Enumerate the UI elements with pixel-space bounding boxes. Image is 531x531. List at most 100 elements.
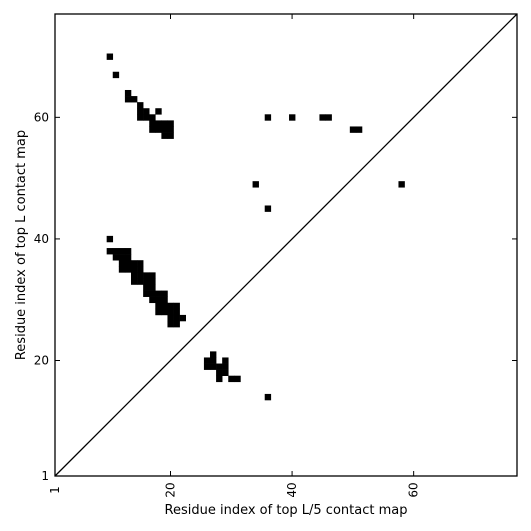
contact-cell — [112, 248, 120, 255]
contact-cell — [106, 235, 114, 243]
contact-cell — [252, 181, 259, 188]
contact-cell — [173, 314, 180, 322]
contact-cell — [155, 120, 162, 127]
contact-cell — [143, 114, 150, 121]
contact-cell — [167, 302, 174, 310]
contact-cell — [161, 302, 168, 310]
contact-cell — [222, 363, 229, 370]
y-tick-label: 40 — [34, 232, 49, 246]
contact-cell — [137, 108, 144, 115]
contact-cell — [167, 320, 174, 328]
contact-cell — [124, 260, 132, 267]
contact-cell — [112, 254, 120, 261]
contact-cell — [137, 266, 144, 273]
contact-cell — [264, 393, 272, 401]
contact-cell — [173, 308, 180, 316]
contact-cell — [222, 369, 229, 376]
contact-cell — [161, 126, 168, 133]
contact-cell — [210, 363, 217, 370]
contact-cell — [143, 108, 150, 115]
contact-cell — [155, 296, 162, 304]
contact-cell — [161, 290, 168, 297]
contact-cell — [210, 351, 217, 358]
contact-cell — [179, 314, 186, 322]
contact-cell — [149, 278, 156, 285]
contact-cell — [112, 71, 120, 79]
contact-cell — [216, 369, 223, 376]
contact-cell — [234, 375, 241, 383]
plot-frame — [54, 13, 518, 477]
y-axis-label: Residue index of top L contact map — [14, 130, 29, 360]
contact-cell — [155, 126, 162, 133]
plot-frame-layer — [54, 13, 518, 477]
contact-cell — [325, 114, 332, 121]
contact-cell — [173, 302, 180, 310]
contact-cell — [124, 254, 132, 261]
contact-cell — [143, 278, 150, 285]
contact-cell — [149, 284, 156, 291]
contact-cell — [124, 266, 132, 273]
contact-cell — [149, 272, 156, 279]
contact-cell — [137, 114, 144, 121]
contact-cell — [130, 278, 138, 285]
contact-cell — [155, 108, 162, 115]
contact-cell — [161, 120, 168, 127]
x-tick-label: 40 — [285, 482, 299, 497]
contact-cell — [203, 357, 211, 364]
y-tick-label: 1 — [41, 469, 49, 483]
contact-cell — [216, 363, 223, 370]
contact-cell — [264, 205, 272, 212]
contact-cell — [319, 114, 326, 121]
contact-cell — [118, 266, 126, 273]
contact-cell — [149, 126, 156, 133]
contact-cell — [161, 296, 168, 304]
contact-cell — [398, 181, 405, 188]
contact-cell — [118, 260, 126, 267]
contact-cell — [222, 357, 229, 364]
contact-cell — [130, 272, 138, 279]
contact-cell — [106, 53, 114, 60]
contact-cell — [149, 120, 156, 127]
contact-cell — [149, 114, 156, 121]
y-tick-label: 60 — [34, 110, 49, 124]
contact-cell — [106, 248, 114, 255]
contact-cell — [203, 363, 211, 370]
contact-cell — [130, 260, 138, 267]
contact-cell — [137, 272, 144, 279]
x-tick-label: 60 — [407, 482, 421, 497]
contact-cell — [173, 320, 180, 328]
contact-cell — [137, 102, 144, 109]
contact-cell — [161, 132, 168, 139]
contact-cell — [216, 375, 223, 383]
x-axis-label: Residue index of top L/5 contact map — [165, 503, 408, 518]
contact-cell — [210, 357, 217, 364]
contact-cell — [143, 290, 150, 297]
x-tick-label: 1 — [48, 486, 62, 494]
y-axis-ticks: 1 20 40 60 — [34, 110, 517, 483]
contact-cell — [167, 314, 174, 322]
contact-cell — [124, 96, 132, 103]
contact-cell — [167, 132, 174, 139]
contact-cell — [124, 248, 132, 255]
contact-cell — [355, 126, 363, 133]
contact-cell — [143, 272, 150, 279]
contact-cells-layer — [106, 53, 405, 401]
x-axis-ticks: 1 20 40 60 — [48, 14, 421, 498]
diagonal-layer — [54, 13, 518, 477]
contact-cell — [155, 302, 162, 310]
contact-cell — [149, 296, 156, 304]
contact-cell — [149, 290, 156, 297]
contact-cell — [155, 290, 162, 297]
contact-cell — [118, 254, 126, 261]
contact-cell — [167, 120, 174, 127]
contact-cell — [124, 89, 132, 97]
contact-cell — [118, 248, 126, 255]
x-tick-label: 20 — [164, 482, 178, 497]
diagonal-line — [54, 13, 518, 477]
contact-cell — [167, 308, 174, 316]
contact-cell — [349, 126, 357, 133]
y-tick-label: 20 — [34, 354, 49, 368]
contact-cell — [137, 278, 144, 285]
contact-cell — [137, 260, 144, 267]
